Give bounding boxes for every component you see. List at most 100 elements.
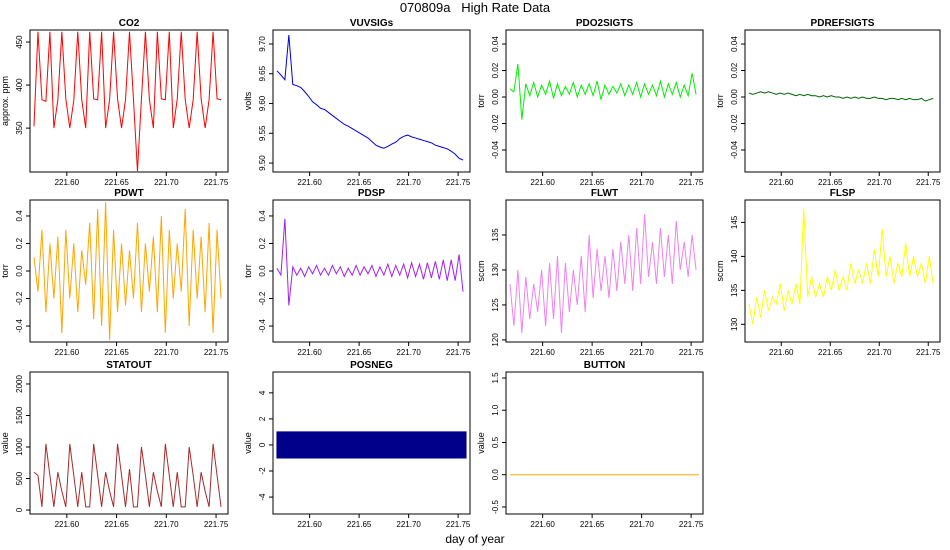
x-tick-label: 221.75 xyxy=(446,520,471,529)
x-tick-label: 221.60 xyxy=(530,178,555,187)
x-tick-label: 221.60 xyxy=(530,348,555,357)
data-line xyxy=(33,443,222,508)
x-tick-label: 221.65 xyxy=(104,520,129,529)
x-tick-label: 221.65 xyxy=(104,178,129,187)
y-tick-label: -0.02 xyxy=(491,114,500,133)
y-tick-label: -0.04 xyxy=(491,140,500,159)
x-tick-label: 221.70 xyxy=(154,178,179,187)
y-axis-label: approx. ppm xyxy=(0,76,10,126)
panel: PDWT torr -0.4 -0.2 0.0 0.2 0.4 221.60 221.65 221… xyxy=(0,188,229,357)
y-tick-label: 0.04 xyxy=(491,36,500,52)
y-tick-label: 9.55 xyxy=(258,125,267,141)
y-tick-label: 130 xyxy=(491,263,500,277)
y-axis-label: torr xyxy=(0,264,10,278)
x-tick-label: 221.75 xyxy=(679,520,704,529)
x-tick-label: 221.75 xyxy=(446,348,471,357)
x-tick-label: 221.60 xyxy=(530,520,555,529)
y-tick-label: -0.02 xyxy=(730,114,739,133)
data-line xyxy=(33,31,222,172)
x-tick-label: 221.60 xyxy=(297,348,322,357)
y-tick-label: -0.2 xyxy=(258,291,267,305)
y-tick-label: 0.02 xyxy=(730,62,739,78)
panel: PDO2SIGTS torr -0.04 -0.02 0.00 0.02 0.04 221.6… xyxy=(476,18,704,187)
data-band xyxy=(276,431,467,459)
page-title: 070809a High Rate Data xyxy=(400,0,551,15)
y-tick-label: 135 xyxy=(730,283,739,297)
y-tick-label: 350 xyxy=(15,121,24,135)
x-tick-label: 221.70 xyxy=(396,348,421,357)
panel: FLSP sccm 130 135 140 145 221.60 221.65 221.70 22… xyxy=(715,188,941,357)
y-tick-label: 135 xyxy=(491,228,500,242)
x-tick-label: 221.65 xyxy=(580,348,605,357)
x-tick-label: 221.75 xyxy=(204,178,229,187)
panel: CO2 approx. ppm 350 400 450 221.60 221.65 221.7… xyxy=(0,18,229,187)
x-tick-label: 221.75 xyxy=(916,178,941,187)
panel: BUTTON value -0.5 0.0 0.5 1.0 1.5 221.60 221.65 2… xyxy=(476,360,704,529)
panel-title: PDSP xyxy=(358,188,386,199)
y-tick-label: 9.70 xyxy=(258,36,267,52)
plot-frame xyxy=(744,29,941,173)
x-tick-label: 221.70 xyxy=(396,520,421,529)
plot-frame xyxy=(744,199,941,343)
y-tick-label: -0.2 xyxy=(15,291,24,305)
panel-title: FLSP xyxy=(830,188,856,199)
x-tick-label: 221.60 xyxy=(769,348,794,357)
panel-title: PDO2SIGTS xyxy=(576,18,634,29)
y-tick-label: 1.5 xyxy=(491,372,500,384)
x-tick-label: 221.60 xyxy=(55,348,80,357)
y-tick-label: 9.65 xyxy=(258,65,267,81)
x-tick-label: 221.70 xyxy=(154,520,179,529)
data-line xyxy=(509,63,697,120)
data-line xyxy=(509,213,697,333)
plot-frame xyxy=(29,371,229,515)
x-tick-label: 221.70 xyxy=(867,178,892,187)
x-tick-label: 221.60 xyxy=(297,178,322,187)
x-tick-label: 221.70 xyxy=(629,178,654,187)
y-tick-label: 1000 xyxy=(15,438,24,456)
y-axis-label: torr xyxy=(243,264,253,278)
y-axis-label: volts xyxy=(243,91,253,110)
y-tick-label: 140 xyxy=(730,249,739,263)
x-tick-label: 221.70 xyxy=(629,348,654,357)
x-tick-label: 221.75 xyxy=(679,178,704,187)
panel-title: STATOUT xyxy=(106,360,152,371)
y-tick-label: 0.5 xyxy=(491,436,500,448)
y-tick-label: 125 xyxy=(491,298,500,312)
plot-frame xyxy=(505,371,704,515)
panel: FLWT sccm 120 125 130 135 221.60 221.65 221.70 22… xyxy=(476,188,704,357)
panel-title: FLWT xyxy=(591,188,618,199)
y-tick-label: 0 xyxy=(15,507,24,512)
x-tick-label: 221.65 xyxy=(347,520,372,529)
y-tick-label: 0.00 xyxy=(491,89,500,105)
x-tick-label: 221.75 xyxy=(446,178,471,187)
x-tick-label: 221.70 xyxy=(396,178,421,187)
x-tick-label: 221.70 xyxy=(154,348,179,357)
x-tick-label: 221.70 xyxy=(867,348,892,357)
y-tick-label: 0.02 xyxy=(491,62,500,78)
y-tick-label: 0.04 xyxy=(730,36,739,52)
panel-title: CO2 xyxy=(119,18,140,29)
x-tick-label: 221.75 xyxy=(204,520,229,529)
y-tick-label: 2 xyxy=(258,416,267,421)
x-tick-label: 221.65 xyxy=(104,348,129,357)
y-tick-label: 0.2 xyxy=(15,237,24,249)
panel-title: BUTTON xyxy=(584,360,625,371)
y-axis-label: sccm xyxy=(715,261,725,282)
panel-title: POSNEG xyxy=(350,360,393,371)
panel: POSNEG value -4 -2 0 2 4 221.60 221.65 221.70 221.… xyxy=(243,360,471,529)
y-tick-label: 145 xyxy=(730,215,739,229)
x-tick-label: 221.65 xyxy=(580,520,605,529)
y-tick-label: 500 xyxy=(15,471,24,485)
y-tick-label: 120 xyxy=(491,333,500,347)
x-tick-label: 221.75 xyxy=(916,348,941,357)
panel: VUVSIGs volts 9.50 9.55 9.60 9.65 9.70 221.60 22… xyxy=(243,18,471,187)
y-tick-label: 9.50 xyxy=(258,155,267,171)
x-tick-label: 221.65 xyxy=(347,178,372,187)
y-axis-label: value xyxy=(0,432,10,454)
panel-title: VUVSIGs xyxy=(350,18,394,29)
y-tick-label: 2000 xyxy=(15,375,24,393)
y-tick-label: -0.4 xyxy=(258,319,267,333)
data-line xyxy=(33,202,222,340)
y-tick-label: 0.00 xyxy=(730,89,739,105)
